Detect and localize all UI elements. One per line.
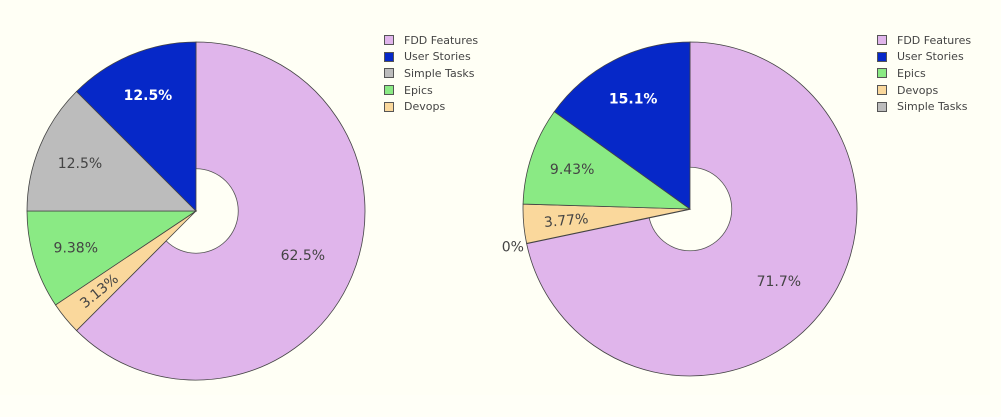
legend-item-fdd-features[interactable]: FDD Features bbox=[877, 32, 971, 49]
chart-panel-left: 62.5% 3.13% 9.38% 12.5% 12.5% FDD Features Us… bbox=[0, 0, 486, 395]
legend-item-epics[interactable]: Epics bbox=[877, 65, 971, 82]
slice-label-devops: 3.77% bbox=[543, 211, 589, 231]
slice-label-fdd-features: 71.7% bbox=[757, 274, 801, 290]
legend-left: FDD Features User Stories Simple Tasks Epic… bbox=[384, 32, 478, 115]
legend-swatch bbox=[877, 51, 887, 62]
donut-chart-left[interactable]: 62.5%3.13%9.38%12.5%12.5% bbox=[0, 0, 486, 395]
legend-swatch bbox=[384, 35, 394, 46]
legend-label: FDD Features bbox=[897, 33, 972, 47]
legend-swatch bbox=[877, 68, 887, 79]
legend-swatch bbox=[384, 101, 394, 112]
legend-label: User Stories bbox=[404, 50, 471, 64]
legend-swatch bbox=[384, 85, 394, 96]
slice-simple-tasks[interactable] bbox=[26, 90, 197, 212]
slice-epics[interactable] bbox=[522, 111, 692, 210]
legend-label: FDD Features bbox=[404, 33, 479, 47]
legend-right: FDD Features User Stories Epics Devops Simpl… bbox=[877, 32, 971, 115]
slice-label-epics: 9.38% bbox=[54, 240, 98, 256]
legend-item-simple-tasks[interactable]: Simple Tasks bbox=[384, 65, 478, 82]
legend-label: User Stories bbox=[897, 50, 964, 64]
legend-item-devops[interactable]: Devops bbox=[877, 82, 971, 99]
legend-item-epics[interactable]: Epics bbox=[384, 82, 478, 99]
slice-label-simple-tasks: 12.5% bbox=[58, 156, 102, 172]
slice-label-simple-tasks: 0% bbox=[502, 239, 524, 255]
slice-user-stories[interactable] bbox=[553, 41, 691, 210]
legend-label: Devops bbox=[897, 83, 939, 97]
slice-user-stories[interactable] bbox=[75, 41, 197, 212]
legend-item-simple-tasks[interactable]: Simple Tasks bbox=[877, 98, 971, 115]
legend-swatch bbox=[877, 101, 887, 112]
legend-swatch bbox=[877, 85, 887, 96]
legend-item-fdd-features[interactable]: FDD Features bbox=[384, 32, 478, 49]
slice-label-fdd-features: 62.5% bbox=[281, 248, 325, 264]
slice-label-epics: 9.43% bbox=[550, 162, 594, 178]
legend-item-devops[interactable]: Devops bbox=[384, 98, 478, 115]
legend-swatch bbox=[384, 68, 394, 79]
legend-item-user-stories[interactable]: User Stories bbox=[877, 49, 971, 66]
legend-swatch bbox=[384, 51, 394, 62]
legend-label: Devops bbox=[404, 100, 446, 114]
legend-label: Simple Tasks bbox=[897, 100, 968, 114]
legend-label: Epics bbox=[404, 83, 433, 97]
legend-label: Simple Tasks bbox=[404, 66, 475, 80]
legend-label: Epics bbox=[897, 66, 926, 80]
slice-epics[interactable] bbox=[26, 210, 198, 306]
slice-label-user-stories: 12.5% bbox=[124, 88, 173, 104]
slice-label-user-stories: 15.1% bbox=[609, 91, 658, 107]
legend-item-user-stories[interactable]: User Stories bbox=[384, 49, 478, 66]
donut-chart-right[interactable]: 71.7% 0% 3.77% 9.43% 15.1% bbox=[486, 0, 990, 395]
legend-swatch bbox=[877, 35, 887, 46]
chart-panel-right: 71.7% 0% 3.77% 9.43% 15.1% FDD Features User … bbox=[486, 0, 990, 395]
